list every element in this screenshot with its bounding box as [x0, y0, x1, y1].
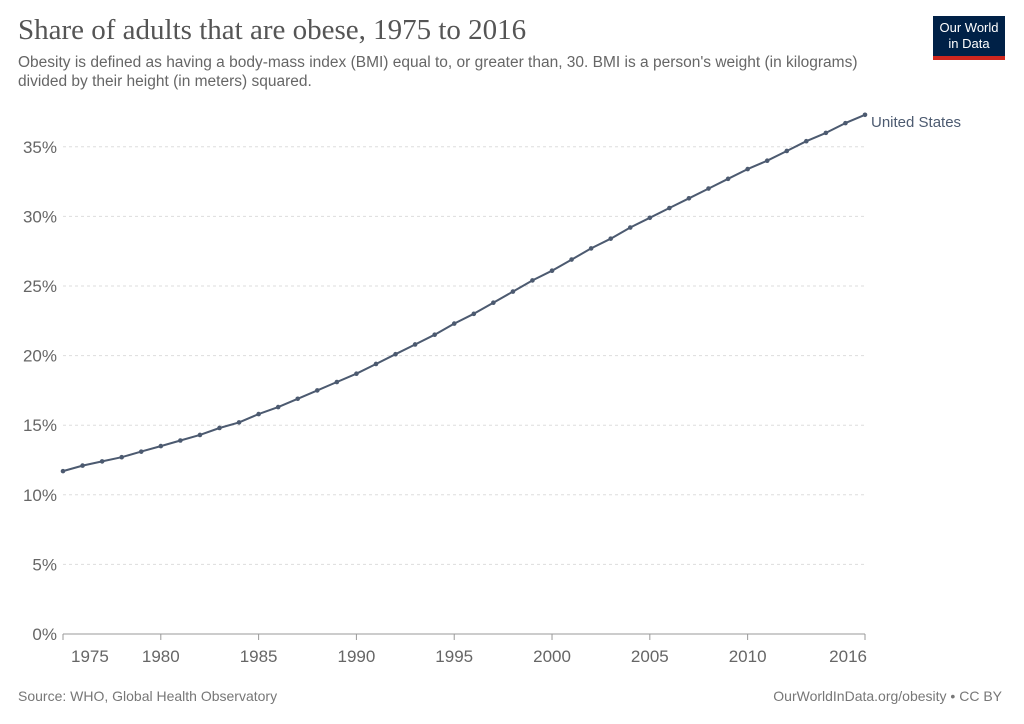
- data-point[interactable]: [80, 463, 85, 468]
- x-tick-label: 2016: [829, 647, 867, 666]
- data-point[interactable]: [256, 411, 261, 417]
- data-point[interactable]: [295, 396, 301, 402]
- data-point[interactable]: [373, 361, 379, 367]
- data-point[interactable]: [393, 351, 398, 357]
- source-note: Source: WHO, Global Health Observatory: [18, 688, 278, 704]
- data-point[interactable]: [471, 311, 477, 317]
- data-point[interactable]: [236, 420, 242, 425]
- y-tick-label: 10%: [23, 486, 57, 505]
- x-tick-label: 1995: [435, 647, 473, 666]
- data-point[interactable]: [667, 205, 672, 211]
- data-point[interactable]: [510, 289, 516, 294]
- data-point[interactable]: [862, 112, 868, 118]
- x-tick-label: 1990: [338, 647, 376, 666]
- chart-subtitle: Obesity is defined as having a body-mass…: [18, 54, 858, 90]
- data-point[interactable]: [784, 148, 790, 154]
- data-point[interactable]: [178, 438, 183, 443]
- logo-line-1: Our World: [939, 20, 999, 35]
- data-point[interactable]: [569, 257, 574, 262]
- data-point[interactable]: [725, 176, 731, 182]
- data-point[interactable]: [647, 215, 653, 221]
- data-point[interactable]: [530, 278, 535, 283]
- data-point[interactable]: [334, 379, 340, 385]
- x-tick-label: 1985: [240, 647, 278, 666]
- x-tick-label: 2010: [729, 647, 767, 666]
- data-point[interactable]: [706, 186, 711, 191]
- y-tick-label: 15%: [23, 416, 57, 435]
- data-point[interactable]: [217, 425, 222, 431]
- data-point[interactable]: [549, 268, 555, 273]
- y-tick-label: 0%: [32, 625, 57, 644]
- x-tick-label: 1980: [142, 647, 180, 666]
- data-point[interactable]: [197, 432, 203, 438]
- x-tick-label: 2005: [631, 647, 669, 666]
- logo-line-2: in Data: [948, 36, 990, 51]
- data-point[interactable]: [158, 443, 164, 449]
- data-point[interactable]: [608, 236, 614, 241]
- data-point[interactable]: [745, 166, 750, 172]
- logo-accent-bar: [933, 56, 1005, 60]
- x-tick-label: 2000: [533, 647, 571, 666]
- y-tick-label: 5%: [32, 555, 57, 574]
- data-point[interactable]: [491, 300, 496, 306]
- series-line[interactable]: [62, 113, 866, 473]
- y-tick-label: 25%: [23, 277, 57, 296]
- credit-link[interactable]: OurWorldInData.org/obesity • CC BY: [773, 688, 1002, 704]
- data-point[interactable]: [314, 388, 320, 393]
- data-point[interactable]: [412, 342, 418, 347]
- data-point[interactable]: [588, 246, 594, 251]
- data-point[interactable]: [119, 454, 124, 460]
- y-tick-label: 20%: [23, 347, 57, 366]
- series-label[interactable]: United States: [871, 114, 961, 131]
- data-point[interactable]: [843, 120, 848, 126]
- data-point[interactable]: [686, 196, 692, 201]
- y-tick-label: 30%: [23, 207, 57, 226]
- data-point[interactable]: [275, 404, 281, 410]
- data-point[interactable]: [138, 449, 144, 454]
- y-tick-label: 35%: [23, 138, 57, 157]
- data-point[interactable]: [764, 158, 770, 164]
- data-point[interactable]: [823, 130, 829, 136]
- data-point[interactable]: [60, 468, 66, 474]
- data-point[interactable]: [432, 332, 437, 338]
- data-point[interactable]: [451, 321, 457, 326]
- chart-title: Share of adults that are obese, 1975 to …: [18, 14, 527, 46]
- data-point[interactable]: [627, 225, 633, 230]
- x-tick-label: 1975: [71, 647, 109, 666]
- data-point[interactable]: [354, 371, 359, 376]
- data-point[interactable]: [804, 138, 809, 144]
- owid-logo[interactable]: Our World in Data: [933, 16, 1005, 60]
- data-point[interactable]: [99, 459, 105, 464]
